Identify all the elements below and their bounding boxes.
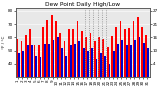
- Bar: [59, 33, 61, 87]
- Bar: [130, 45, 132, 87]
- Bar: [113, 51, 115, 87]
- Bar: [64, 41, 65, 87]
- Bar: [31, 45, 33, 87]
- Bar: [81, 31, 83, 87]
- Bar: [74, 44, 76, 87]
- Bar: [141, 27, 143, 87]
- Bar: [100, 53, 102, 87]
- Bar: [27, 45, 28, 87]
- Bar: [115, 27, 117, 87]
- Bar: [29, 29, 31, 87]
- Bar: [96, 59, 97, 87]
- Bar: [77, 21, 78, 87]
- Bar: [46, 20, 48, 87]
- Bar: [89, 33, 91, 87]
- Bar: [22, 51, 24, 87]
- Bar: [121, 40, 123, 87]
- Bar: [143, 43, 145, 87]
- Bar: [104, 56, 106, 87]
- Bar: [52, 40, 54, 87]
- Bar: [87, 51, 89, 87]
- Bar: [139, 37, 140, 87]
- Bar: [98, 37, 100, 87]
- Bar: [55, 21, 57, 87]
- Bar: [48, 44, 50, 87]
- Bar: [108, 64, 110, 87]
- Bar: [65, 56, 67, 87]
- Bar: [57, 37, 59, 87]
- Bar: [147, 48, 149, 87]
- Bar: [18, 53, 20, 87]
- Bar: [51, 15, 52, 87]
- Y-axis label: °F / °C: °F / °C: [2, 36, 6, 49]
- Bar: [85, 37, 87, 87]
- Bar: [133, 21, 134, 87]
- Bar: [68, 29, 70, 87]
- Bar: [44, 44, 46, 87]
- Bar: [61, 48, 63, 87]
- Bar: [134, 40, 136, 87]
- Bar: [33, 45, 35, 87]
- Bar: [128, 28, 130, 87]
- Bar: [42, 27, 44, 87]
- Bar: [145, 35, 147, 87]
- Bar: [111, 36, 113, 87]
- Bar: [83, 48, 84, 87]
- Bar: [126, 45, 128, 87]
- Bar: [35, 56, 37, 87]
- Bar: [120, 21, 121, 87]
- Bar: [117, 44, 119, 87]
- Bar: [91, 48, 93, 87]
- Title: Dew Point Daily High/Low: Dew Point Daily High/Low: [45, 2, 120, 7]
- Bar: [94, 41, 96, 87]
- Bar: [25, 35, 27, 87]
- Bar: [70, 45, 72, 87]
- Bar: [102, 39, 104, 87]
- Bar: [72, 29, 74, 87]
- Bar: [137, 17, 139, 87]
- Bar: [78, 41, 80, 87]
- Bar: [38, 45, 40, 87]
- Bar: [16, 39, 18, 87]
- Bar: [107, 47, 108, 87]
- Bar: [40, 57, 41, 87]
- Bar: [21, 41, 22, 87]
- Bar: [124, 29, 126, 87]
